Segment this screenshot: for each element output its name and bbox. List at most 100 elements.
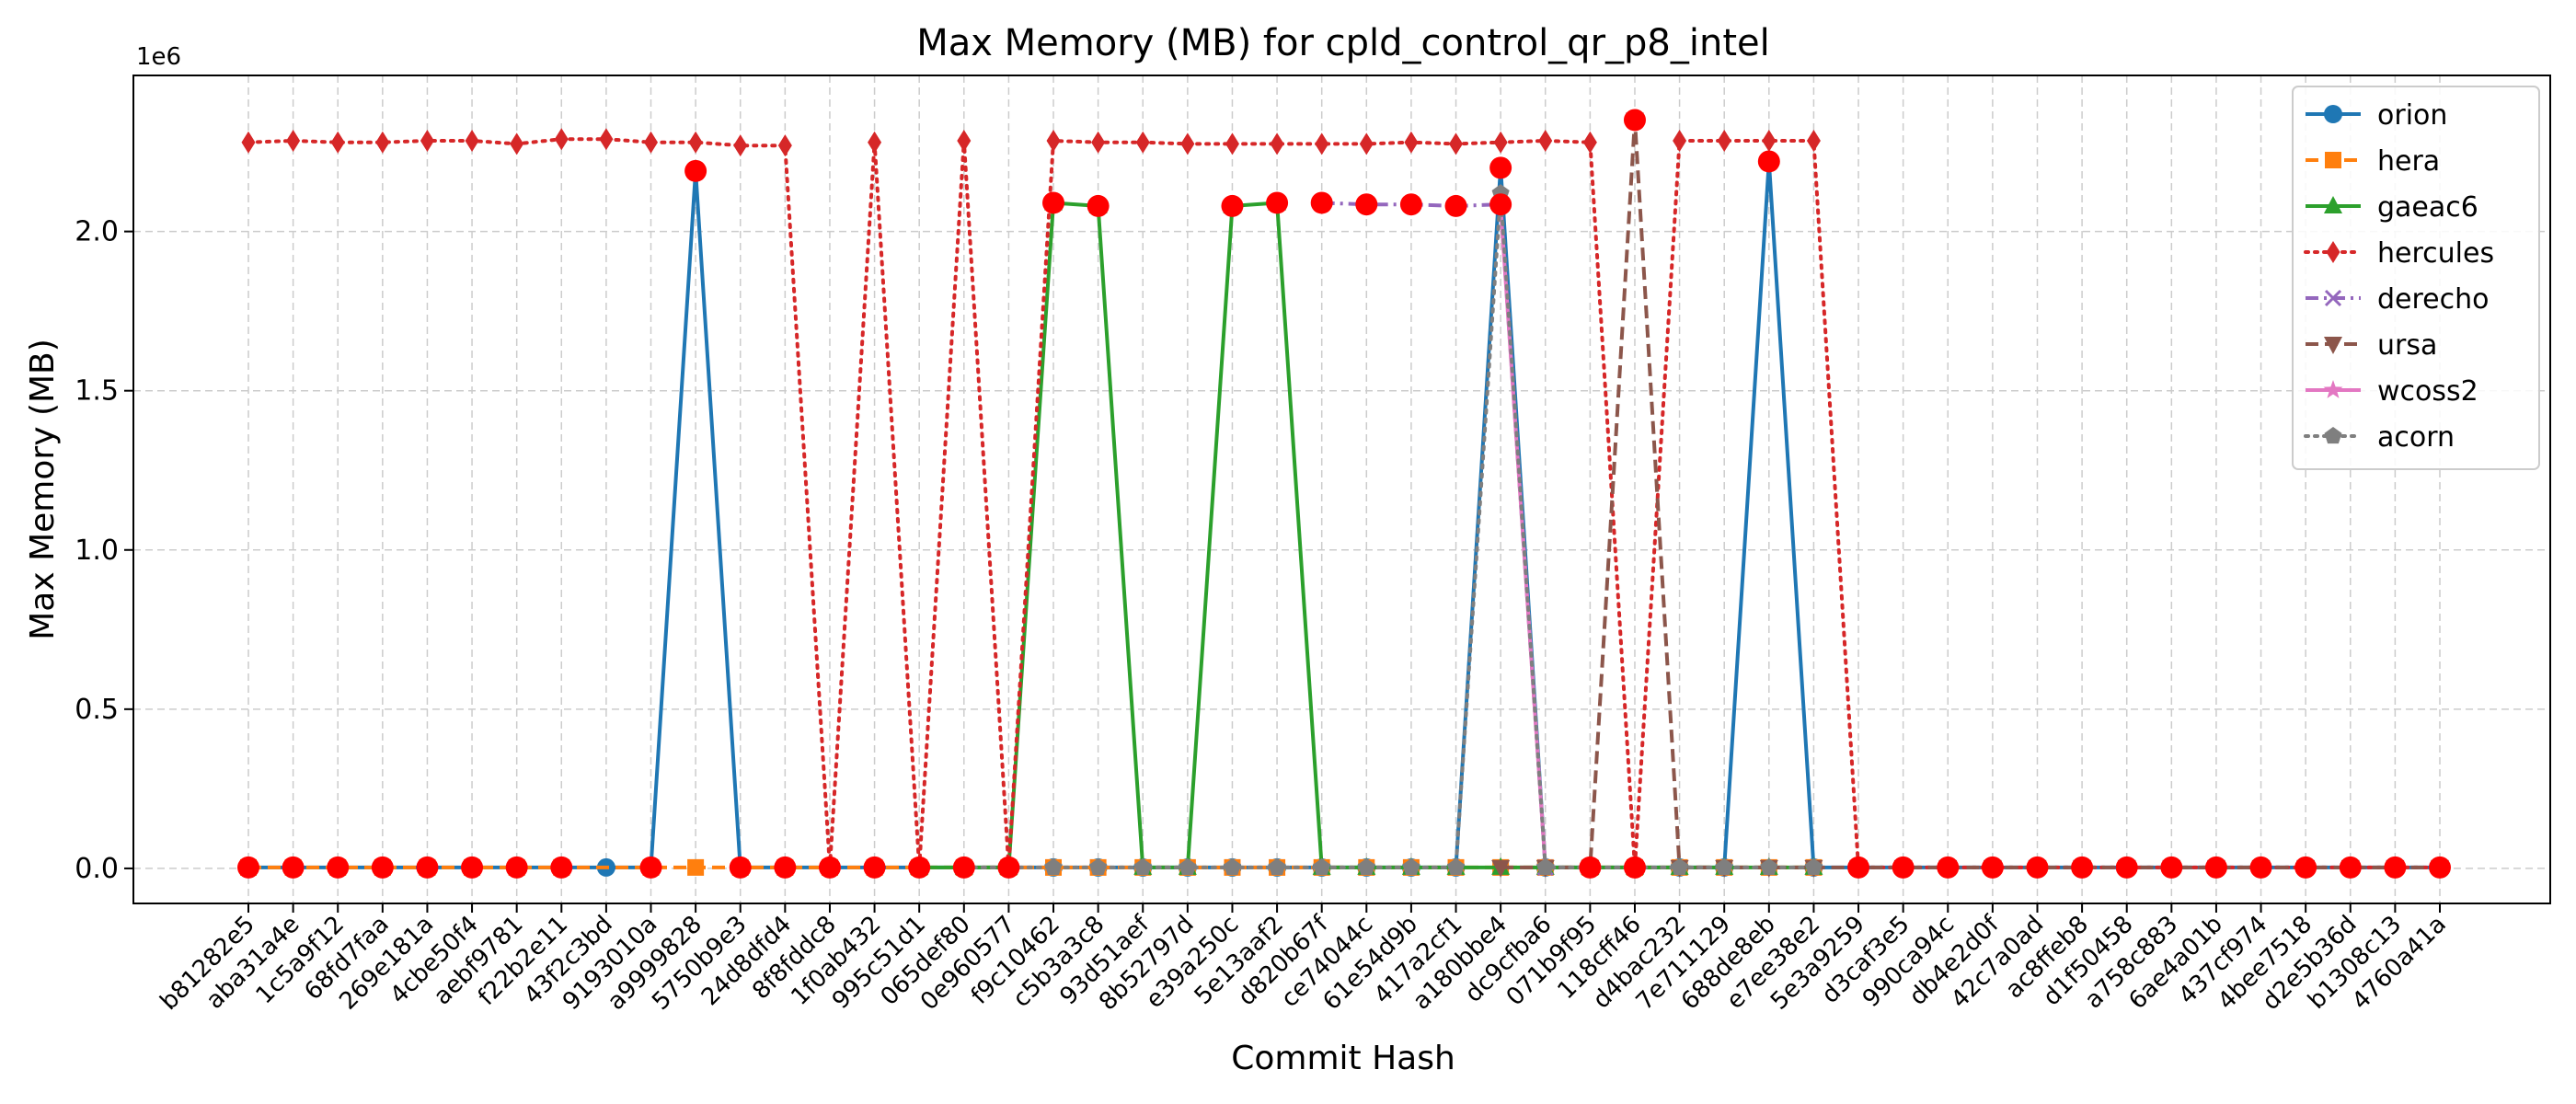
y-offset-label: 1e6 <box>136 43 181 71</box>
legend-entry-wcoss2: wcoss2 <box>2306 375 2478 408</box>
data-point-acorn <box>1447 857 1465 875</box>
data-point-hercules <box>688 131 703 154</box>
data-point-hercules <box>1135 131 1150 154</box>
highlight-point <box>1266 191 1289 214</box>
data-point-hercules <box>241 131 256 154</box>
legend-entry-acorn: acorn <box>2304 421 2455 454</box>
data-point-hercules <box>375 131 390 154</box>
highlight-point <box>639 856 662 879</box>
highlight-point <box>550 856 573 879</box>
highlight-point <box>2429 856 2451 879</box>
highlight-point <box>818 856 841 879</box>
legend-label-hera: hera <box>2377 145 2440 178</box>
highlight-point <box>327 856 350 879</box>
data-point-hercules <box>1225 132 1239 155</box>
data-point-hercules <box>1315 132 1329 155</box>
data-point-hercules <box>868 131 882 154</box>
data-point-acorn <box>1357 857 1375 875</box>
data-point-hercules <box>1270 132 1284 155</box>
highlight-point <box>237 856 259 879</box>
marker-stroke <box>2324 289 2342 307</box>
data-point-hercules <box>1091 131 1106 154</box>
legend-entry-orion: orion <box>2306 99 2447 132</box>
data-point-hercules <box>1673 129 1687 152</box>
highlight-point <box>1623 856 1646 879</box>
legend: orion hera gaeac6 hercules derecho ursa wcoss2… <box>2292 86 2540 470</box>
highlight-point <box>1937 856 1960 879</box>
y-tick-label: 2.0 <box>75 216 119 248</box>
data-point-hercules <box>1717 129 1731 152</box>
legend-entry-derecho: derecho <box>2306 283 2490 316</box>
data-point-hercules <box>733 134 748 157</box>
data-point-hercules <box>465 129 479 152</box>
highlight-point <box>416 856 439 879</box>
highlight-point <box>371 856 394 879</box>
highlight-point <box>1489 193 1512 216</box>
highlight-point <box>1623 109 1646 132</box>
highlight-point <box>2071 856 2094 879</box>
legend-marker-derecho <box>2324 289 2342 307</box>
y-axis-label: Max Memory (MB) <box>24 339 62 640</box>
data-point-hercules <box>286 129 301 152</box>
y-tick-label: 1.0 <box>75 535 119 567</box>
data-point-acorn <box>1536 857 1555 875</box>
legend-marker-wcoss2 <box>2323 380 2343 398</box>
highlight-point <box>1087 194 1110 217</box>
highlight-point <box>461 856 484 879</box>
highlight-point <box>1042 191 1065 214</box>
data-point-acorn <box>1133 857 1152 875</box>
data-point-hercules <box>1180 132 1195 155</box>
highlight-point <box>1444 194 1467 217</box>
data-point-hercules <box>1582 131 1597 154</box>
data-point-acorn <box>1268 857 1286 875</box>
legend-label-wcoss2: wcoss2 <box>2377 375 2478 408</box>
highlight-point <box>684 159 707 182</box>
chart-title: Max Memory (MB) for cpld_control_qr_p8_i… <box>916 22 1769 64</box>
data-point-hercules <box>1046 129 1061 152</box>
legend-box <box>2292 86 2540 470</box>
highlight-point <box>997 856 1020 879</box>
highlight-point <box>2384 856 2407 879</box>
legend-marker-acorn <box>2324 427 2342 444</box>
grid <box>133 75 2550 903</box>
legend-marker-gaeac6 <box>2324 196 2342 213</box>
plot-frame <box>132 75 2551 904</box>
data-point-acorn <box>1760 857 1778 875</box>
highlight-point <box>863 856 886 879</box>
data-point-hercules <box>777 134 792 157</box>
highlight-point <box>1892 856 1915 879</box>
data-point-hercules <box>330 131 345 154</box>
highlight-point <box>1399 193 1422 216</box>
legend-label-orion: orion <box>2377 99 2447 132</box>
legend-marker-orion <box>2324 105 2342 123</box>
data-point-acorn <box>1044 857 1063 875</box>
data-point-hercules <box>554 128 569 151</box>
legend-label-gaeac6: gaeac6 <box>2377 191 2478 224</box>
data-point-hercules <box>1538 129 1553 152</box>
highlight-point <box>952 856 975 879</box>
highlight-point <box>1355 193 1378 216</box>
data-point-hercules <box>1762 129 1777 152</box>
data-point-acorn <box>1224 857 1241 875</box>
data-point-hercules <box>1404 131 1419 154</box>
legend-label-hercules: hercules <box>2377 237 2494 270</box>
highlight-point <box>2115 856 2138 879</box>
series-line-ursa <box>1501 118 2440 869</box>
highlight-point <box>1981 856 2004 879</box>
highlight-point <box>2160 856 2183 879</box>
data-point-acorn <box>1671 857 1689 875</box>
legend-entry-hera: hera <box>2306 145 2440 178</box>
data-point-acorn <box>1804 857 1823 875</box>
highlight-point <box>2249 856 2272 879</box>
legend-label-ursa: ursa <box>2377 329 2437 362</box>
legend-marker-hercules <box>2326 241 2340 263</box>
highlight-point <box>729 856 752 879</box>
highlight-point <box>505 856 528 879</box>
legend-marker-hera <box>2325 152 2341 168</box>
x-axis-label: Commit Hash <box>1231 1040 1455 1077</box>
data-point-acorn <box>1715 857 1733 875</box>
highlight-markers <box>237 109 2451 879</box>
data-point-hercules <box>1493 131 1508 154</box>
